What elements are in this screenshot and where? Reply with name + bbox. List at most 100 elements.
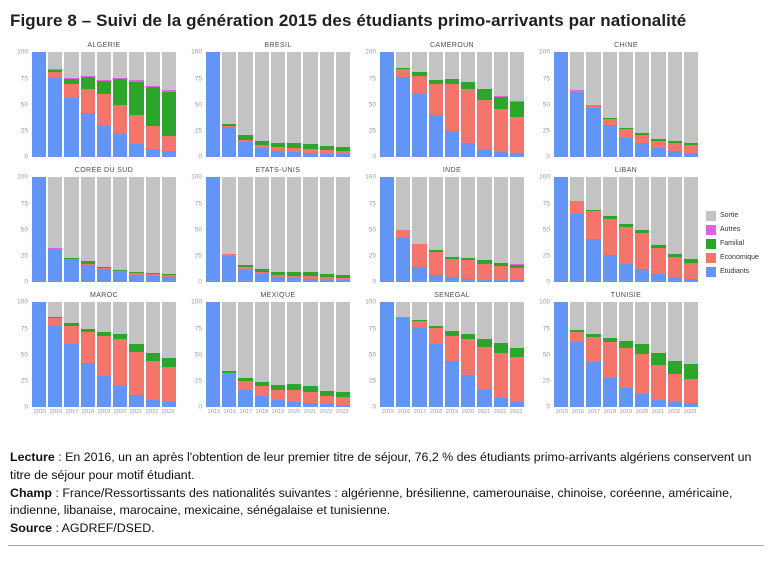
stacked-bar xyxy=(493,177,508,283)
bar-segment-sortie xyxy=(335,302,350,392)
bar-segment-etudiants xyxy=(206,302,221,408)
stacked-bar xyxy=(667,302,682,408)
bar-segment-familial xyxy=(270,271,286,276)
bar-segment-familial xyxy=(602,117,617,119)
bar-segment-familial xyxy=(254,382,269,387)
y-tick-label: 75 xyxy=(542,325,550,333)
stacked-bar xyxy=(64,302,79,408)
bar-segment-sortie xyxy=(319,52,334,146)
stacked-bar xyxy=(145,52,160,158)
bar-segment-economique xyxy=(80,89,95,114)
bar-segment-etudiants xyxy=(396,238,411,283)
legend-item: Familial xyxy=(706,238,744,249)
bar-segment-familial xyxy=(667,140,682,143)
bar-segment-economique xyxy=(222,372,237,374)
bar-segment-familial xyxy=(477,339,492,347)
bar-segment-familial xyxy=(335,146,350,152)
y-tick-label: 0 xyxy=(198,278,202,286)
x-tick-label: 2022 xyxy=(319,409,333,416)
bar-segment-sortie xyxy=(602,52,617,118)
bar-segment-familial xyxy=(303,271,318,277)
y-tick-label: 0 xyxy=(546,278,550,286)
bar-segment-economique xyxy=(161,366,176,403)
bar-segment-familial xyxy=(444,330,460,337)
stacked-bar xyxy=(238,177,253,283)
bar-segment-sortie xyxy=(287,177,302,272)
bar-segment-etudiants xyxy=(618,263,634,283)
legend-swatch xyxy=(706,224,716,235)
bar-segment-familial xyxy=(319,390,334,396)
y-tick-label: 75 xyxy=(20,75,28,83)
y-tick-label: 75 xyxy=(542,200,550,208)
bar-segment-etudiants xyxy=(554,177,569,283)
bar-segment-sortie xyxy=(667,302,682,362)
bar-segment-familial xyxy=(145,273,160,275)
facet-panel: TUNISIE 100 75 50 25 0 2015 2016 2017 2018 2019 202… xyxy=(530,292,698,415)
bar-segment-sortie xyxy=(635,52,650,134)
bar-segment-economique xyxy=(428,83,443,116)
bar-segment-sortie xyxy=(396,302,411,318)
bar-segment-sortie xyxy=(303,302,318,387)
bar-segment-sortie xyxy=(586,177,601,210)
facet-title: CAMEROUN xyxy=(429,42,475,50)
y-tick-label: 50 xyxy=(542,226,550,234)
bar-segment-etudiants xyxy=(270,277,286,283)
bar-segment-etudiants xyxy=(287,152,302,158)
bar-segment-etudiants xyxy=(270,151,286,158)
bar-segment-autres xyxy=(113,77,128,79)
bar-segment-familial xyxy=(493,262,508,266)
bar-segment-etudiants xyxy=(667,277,682,283)
bar-segment-etudiants xyxy=(602,124,617,158)
stacked-bar xyxy=(428,177,443,283)
bar-segment-etudiants xyxy=(461,279,476,283)
y-tick-label: 100 xyxy=(365,48,376,56)
bar-segment-economique xyxy=(96,94,112,126)
y-tick-label: 25 xyxy=(368,377,376,385)
y-tick-label: 50 xyxy=(368,101,376,109)
bar-segment-sortie xyxy=(444,302,460,331)
stacked-bar xyxy=(477,52,492,158)
y-tick-label: 0 xyxy=(24,403,28,411)
stacked-bar xyxy=(635,177,650,283)
facet-panel: BRESIL 100 75 50 25 0 xyxy=(182,42,350,161)
bar-segment-economique xyxy=(287,276,302,279)
bar-segment-familial xyxy=(129,344,144,352)
bar-segment-sortie xyxy=(80,302,95,329)
bar-segment-familial xyxy=(428,325,443,328)
bar-segment-autres xyxy=(161,90,176,93)
bar-segment-familial xyxy=(48,70,63,73)
x-tick-label: 2018 xyxy=(603,409,617,416)
y-tick-label: 25 xyxy=(368,127,376,135)
bar-segment-sortie xyxy=(145,52,160,87)
stacked-bar xyxy=(618,52,634,158)
bar-segment-autres xyxy=(64,77,79,79)
y-tick-label: 25 xyxy=(542,252,550,260)
bar-segment-familial xyxy=(444,78,460,84)
bar-segment-etudiants xyxy=(444,278,460,283)
bar-segment-sortie xyxy=(444,177,460,258)
stacked-bar xyxy=(618,302,634,408)
bar-segment-familial xyxy=(96,331,112,337)
bar-segment-familial xyxy=(96,266,112,268)
note-source-label: Source xyxy=(10,520,53,535)
bar-segment-economique xyxy=(396,317,411,319)
bar-segment-economique xyxy=(222,125,237,127)
bar-segment-economique xyxy=(509,116,524,154)
plot-area xyxy=(380,177,524,283)
bar-segment-etudiants xyxy=(509,402,524,408)
bar-segment-familial xyxy=(618,223,634,227)
stacked-bar xyxy=(412,52,427,158)
bar-segment-autres xyxy=(570,90,585,92)
bar-segment-etudiants xyxy=(635,393,650,408)
bar-segment-etudiants xyxy=(64,344,79,408)
bar-segment-familial xyxy=(129,271,144,273)
note-lecture: Lecture : En 2016, un an après l'obtenti… xyxy=(10,449,762,484)
y-tick-label: 0 xyxy=(24,278,28,286)
y-tick-label: 75 xyxy=(194,325,202,333)
stacked-bar xyxy=(570,177,585,283)
bar-segment-familial xyxy=(238,135,253,140)
y-tick-label: 100 xyxy=(191,173,202,181)
x-tick-label: 2019 xyxy=(445,409,459,416)
plot-area xyxy=(206,302,350,408)
stacked-bar xyxy=(287,177,302,283)
